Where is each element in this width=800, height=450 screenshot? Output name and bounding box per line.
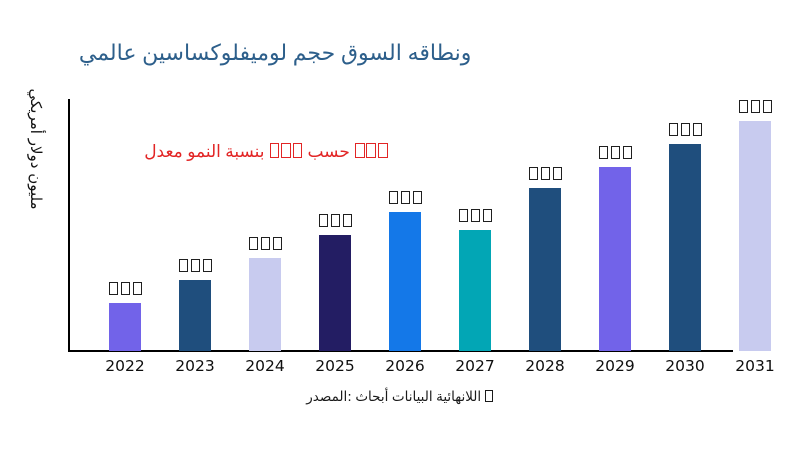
missing-glyph-box xyxy=(692,122,702,136)
bar-2025 xyxy=(319,235,351,351)
missing-glyph-box xyxy=(540,166,550,180)
y-axis-line xyxy=(68,99,70,352)
x-tick-label-2029: 2029 xyxy=(595,357,635,375)
missing-glyph-box xyxy=(330,213,340,227)
bar-value-label-2024 xyxy=(235,236,295,252)
bar-value-label-2026 xyxy=(375,190,435,206)
bar-2024 xyxy=(249,258,281,351)
bar-value-label-2025 xyxy=(305,213,365,229)
x-tick-label-2031: 2031 xyxy=(735,357,775,375)
missing-glyph-box xyxy=(269,143,280,158)
missing-glyph-box xyxy=(292,143,303,158)
missing-glyph-box xyxy=(132,281,142,295)
word: عالمي xyxy=(78,41,137,66)
bar-value-label-2022 xyxy=(95,281,155,297)
y-axis-label: مليون دولار أمريكي xyxy=(27,88,45,210)
word: أبحاث xyxy=(355,389,389,405)
missing-glyph-box xyxy=(598,145,608,159)
word: السوق xyxy=(340,41,402,66)
bar-value-label-2029 xyxy=(585,145,645,161)
missing-glyph-box xyxy=(366,143,377,158)
x-tick-label-2025: 2025 xyxy=(315,357,355,375)
source-note: المصدر: أبحاث البيانات اللانهائية xyxy=(0,389,800,405)
word xyxy=(269,142,303,162)
missing-glyph-box xyxy=(458,208,468,222)
growth-rate-annotation: معدل النمو بنسبة حسب xyxy=(142,142,391,162)
missing-glyph-box xyxy=(762,99,772,113)
word: لوميفلوكساسين xyxy=(142,41,288,66)
x-tick-label-2030: 2030 xyxy=(665,357,705,375)
word: البيانات xyxy=(391,389,433,405)
bar-2022 xyxy=(109,303,141,351)
bar-value-label-2028 xyxy=(515,166,575,182)
bar-2031 xyxy=(739,121,771,351)
bar-value-label-2031 xyxy=(725,99,785,115)
word: حجم xyxy=(292,41,336,66)
missing-glyph-box xyxy=(470,208,480,222)
x-axis-line xyxy=(68,350,733,352)
x-tick-label-2027: 2027 xyxy=(455,357,495,375)
bar-2027 xyxy=(459,230,491,351)
word: حسب xyxy=(307,142,350,162)
bar-2030 xyxy=(669,144,701,351)
missing-glyph-box xyxy=(668,122,678,136)
missing-glyph-box xyxy=(528,166,538,180)
missing-glyph-box xyxy=(610,145,620,159)
missing-glyph-box xyxy=(400,190,410,204)
bar-value-label-2030 xyxy=(655,122,715,138)
word: المصدر: xyxy=(306,389,352,405)
bar-2029 xyxy=(599,167,631,351)
bar-value-label-2023 xyxy=(165,258,225,274)
missing-glyph-box xyxy=(272,236,282,250)
missing-glyph-box xyxy=(318,213,328,227)
missing-glyph-box xyxy=(178,258,188,272)
missing-glyph-box xyxy=(388,190,398,204)
missing-glyph-box xyxy=(622,145,632,159)
word xyxy=(485,389,494,405)
missing-glyph-box xyxy=(190,258,200,272)
word: بنسبة xyxy=(225,142,265,162)
missing-glyph-box xyxy=(750,99,760,113)
word: النمو xyxy=(187,142,221,162)
x-tick-label-2023: 2023 xyxy=(175,357,215,375)
x-tick-label-2024: 2024 xyxy=(245,357,285,375)
missing-glyph-box xyxy=(120,281,130,295)
missing-glyph-box xyxy=(260,236,270,250)
x-tick-label-2028: 2028 xyxy=(525,357,565,375)
missing-glyph-box xyxy=(248,236,258,250)
missing-glyph-box xyxy=(355,143,365,158)
missing-glyph-box xyxy=(342,213,352,227)
missing-glyph-box xyxy=(281,143,291,158)
missing-glyph-box xyxy=(680,122,690,136)
missing-glyph-box xyxy=(738,99,748,113)
missing-glyph-box xyxy=(377,143,388,158)
bar-value-label-2027 xyxy=(445,208,505,224)
bar-2026 xyxy=(389,212,421,351)
word xyxy=(354,142,388,162)
bar-2023 xyxy=(179,280,211,351)
chart-title: عالمي لوميفلوكساسين حجم السوق ونطاقه xyxy=(76,41,474,66)
missing-glyph-box xyxy=(202,258,212,272)
x-tick-label-2026: 2026 xyxy=(385,357,425,375)
missing-glyph-box xyxy=(485,389,494,402)
word: ونطاقه xyxy=(407,41,472,66)
missing-glyph-box xyxy=(108,281,118,295)
missing-glyph-box xyxy=(482,208,492,222)
word: اللانهائية xyxy=(436,389,482,405)
x-tick-label-2022: 2022 xyxy=(105,357,145,375)
bar-2028 xyxy=(529,188,561,351)
word: معدل xyxy=(144,142,183,162)
missing-glyph-box xyxy=(552,166,562,180)
missing-glyph-box xyxy=(412,190,422,204)
